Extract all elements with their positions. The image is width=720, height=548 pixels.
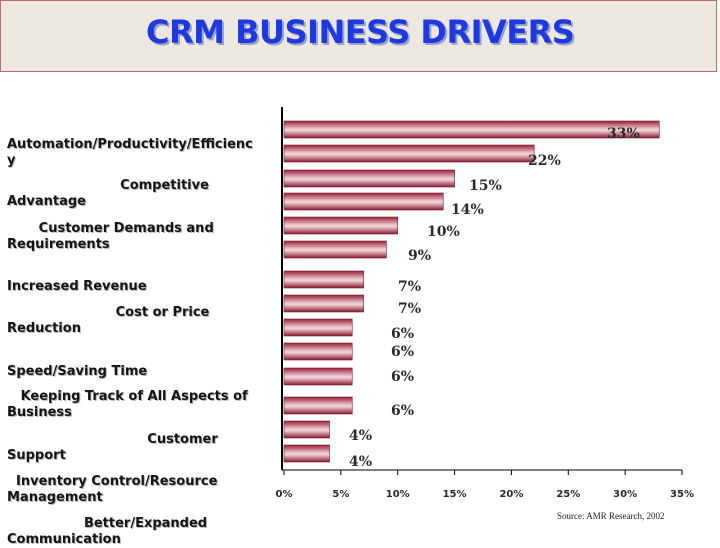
x-tick-label-1: 5% xyxy=(332,489,349,500)
page-title: CRM BUSINESS DRIVERS xyxy=(146,13,575,51)
bar-6 xyxy=(283,270,364,289)
bar-value-label-12: 4% xyxy=(349,428,372,444)
bar-9 xyxy=(283,342,353,361)
x-tick-label-5: 25% xyxy=(556,489,580,500)
bar-2 xyxy=(283,169,455,188)
source-note: Source: AMR Research, 2002 xyxy=(557,511,665,521)
bar-value-label-10: 6% xyxy=(391,369,414,385)
bar-value-label-8: 6% xyxy=(391,326,414,342)
category-label-8: Inventory Control/Resource Management xyxy=(7,474,218,505)
bar-value-label-13: 4% xyxy=(349,454,372,470)
header-bar: CRM BUSINESS DRIVERS xyxy=(0,0,717,72)
x-tick-label-7: 35% xyxy=(670,489,694,500)
category-label-2: Customer Demands and Requirements xyxy=(7,221,214,252)
category-label-7: Customer Support xyxy=(7,432,218,463)
bar-7 xyxy=(283,294,364,313)
bar-value-label-7: 7% xyxy=(398,301,421,317)
category-label-5: Speed/Saving Time xyxy=(7,364,148,379)
bar-value-label-1: 22% xyxy=(528,153,561,169)
bar-value-label-4: 10% xyxy=(427,224,460,240)
category-label-0: Automation/Productivity/Efficienc y xyxy=(7,137,253,168)
bar-1 xyxy=(283,144,535,163)
category-label-9: Better/Expanded Communication xyxy=(7,516,208,547)
category-label-4: Cost or Price Reduction xyxy=(7,305,210,336)
x-tick-label-6: 30% xyxy=(613,489,637,500)
bar-11 xyxy=(283,396,353,415)
category-label-6: Keeping Track of All Aspects of Business xyxy=(7,389,248,420)
bar-value-label-11: 6% xyxy=(391,403,414,419)
bar-value-label-0: 33% xyxy=(607,126,640,142)
bar-5 xyxy=(283,240,387,259)
category-label-1: Competitive Advantage xyxy=(7,178,209,209)
bar-10 xyxy=(283,367,353,386)
bar-3 xyxy=(283,192,444,211)
x-tick-label-4: 20% xyxy=(499,489,523,500)
bar-value-label-5: 9% xyxy=(408,248,431,264)
bar-0 xyxy=(283,120,660,139)
bar-value-label-3: 14% xyxy=(451,202,484,218)
x-tick-label-0: 0% xyxy=(276,489,293,500)
x-tick-label-3: 15% xyxy=(443,489,467,500)
bar-value-label-6: 7% xyxy=(398,279,421,295)
bar-8 xyxy=(283,318,353,337)
category-label-3: Increased Revenue xyxy=(7,279,147,294)
bar-12 xyxy=(283,420,330,439)
x-tick-label-2: 10% xyxy=(386,489,410,500)
bar-value-label-9: 6% xyxy=(391,344,414,360)
bar-13 xyxy=(283,444,330,463)
bar-4 xyxy=(283,216,399,235)
bar-value-label-2: 15% xyxy=(469,178,502,194)
